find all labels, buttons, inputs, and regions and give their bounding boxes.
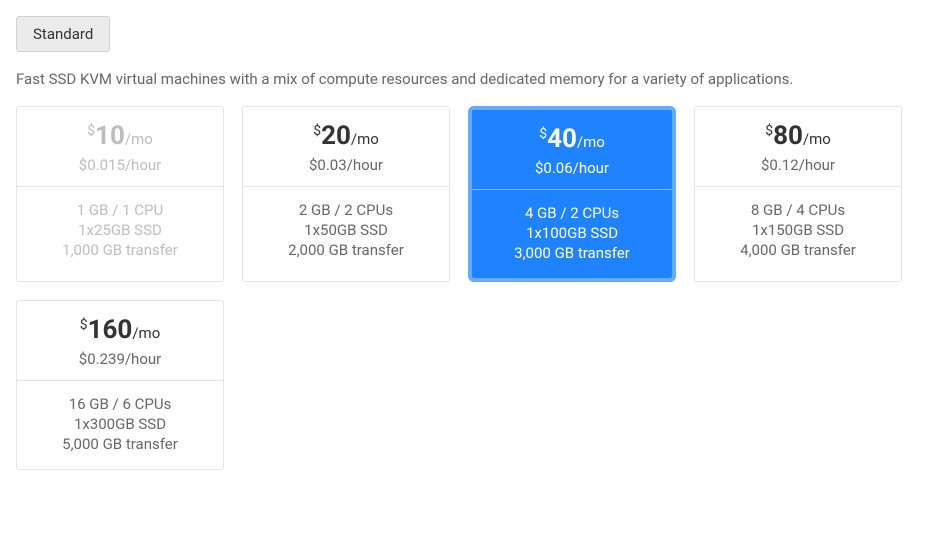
plan-price-block: $40/mo $0.06/hour [472,110,672,190]
plan-amount: 40 [547,124,577,154]
plan-currency: $ [80,317,88,333]
plan-amount: 80 [773,121,803,151]
plan-price-line: $160/mo [25,315,215,346]
plan-spec-block: 2 GB / 2 CPUs 1x50GB SSD 2,000 GB transf… [243,187,449,275]
plan-hourly: $0.239/hour [25,350,215,368]
plan-price-line: $40/mo [480,124,664,155]
plan-spec-block: 16 GB / 6 CPUs 1x300GB SSD 5,000 GB tran… [17,381,223,469]
plan-amount: 160 [88,315,133,345]
plan-spec-ssd: 1x25GB SSD [25,221,215,239]
plan-card[interactable]: $160/mo $0.239/hour 16 GB / 6 CPUs 1x300… [16,300,224,470]
plan-card[interactable]: $10/mo $0.015/hour 1 GB / 1 CPU 1x25GB S… [16,106,224,282]
plan-spec-ssd: 1x150GB SSD [703,221,893,239]
plan-currency: $ [313,123,321,139]
plan-price-block: $20/mo $0.03/hour [243,107,449,187]
plan-card[interactable]: $80/mo $0.12/hour 8 GB / 4 CPUs 1x150GB … [694,106,902,282]
plan-spec-ssd: 1x50GB SSD [251,221,441,239]
plan-spec-block: 1 GB / 1 CPU 1x25GB SSD 1,000 GB transfe… [17,187,223,275]
plan-spec-transfer: 3,000 GB transfer [480,244,664,262]
plan-card[interactable]: $40/mo $0.06/hour 4 GB / 2 CPUs 1x100GB … [468,106,676,282]
plan-price-block: $80/mo $0.12/hour [695,107,901,187]
plan-price-line: $10/mo [25,121,215,152]
plan-spec-cpu: 4 GB / 2 CPUs [480,204,664,222]
plan-spec-ssd: 1x300GB SSD [25,415,215,433]
plan-hourly: $0.03/hour [251,156,441,174]
plan-spec-cpu: 16 GB / 6 CPUs [25,395,215,413]
plan-spec-transfer: 1,000 GB transfer [25,241,215,259]
plan-amount: 10 [95,121,125,151]
plan-spec-ssd: 1x100GB SSD [480,224,664,242]
plan-suffix: /mo [132,324,160,342]
plan-spec-transfer: 2,000 GB transfer [251,241,441,259]
plan-hourly: $0.06/hour [480,159,664,177]
plan-spec-block: 8 GB / 4 CPUs 1x150GB SSD 4,000 GB trans… [695,187,901,275]
plan-hourly: $0.12/hour [703,156,893,174]
plan-spec-cpu: 1 GB / 1 CPU [25,201,215,219]
plan-amount: 20 [321,121,351,151]
plan-description: Fast SSD KVM virtual machines with a mix… [16,70,912,88]
plan-currency: $ [539,126,547,142]
plan-spec-transfer: 4,000 GB transfer [703,241,893,259]
plan-price-line: $20/mo [251,121,441,152]
tab-label: Standard [33,25,93,43]
plan-spec-cpu: 8 GB / 4 CPUs [703,201,893,219]
plan-price-block: $10/mo $0.015/hour [17,107,223,187]
plan-spec-block: 4 GB / 2 CPUs 1x100GB SSD 3,000 GB trans… [472,190,672,278]
plan-suffix: /mo [803,130,831,148]
plan-hourly: $0.015/hour [25,156,215,174]
plan-currency: $ [87,123,95,139]
plan-currency: $ [765,123,773,139]
plan-suffix: /mo [577,133,605,151]
plan-spec-cpu: 2 GB / 2 CPUs [251,201,441,219]
plan-card[interactable]: $20/mo $0.03/hour 2 GB / 2 CPUs 1x50GB S… [242,106,450,282]
tab-standard[interactable]: Standard [16,16,110,52]
plan-suffix: /mo [351,130,379,148]
plan-price-block: $160/mo $0.239/hour [17,301,223,381]
plan-price-line: $80/mo [703,121,893,152]
plan-grid: $10/mo $0.015/hour 1 GB / 1 CPU 1x25GB S… [16,106,912,470]
plan-spec-transfer: 5,000 GB transfer [25,435,215,453]
plan-suffix: /mo [125,130,153,148]
